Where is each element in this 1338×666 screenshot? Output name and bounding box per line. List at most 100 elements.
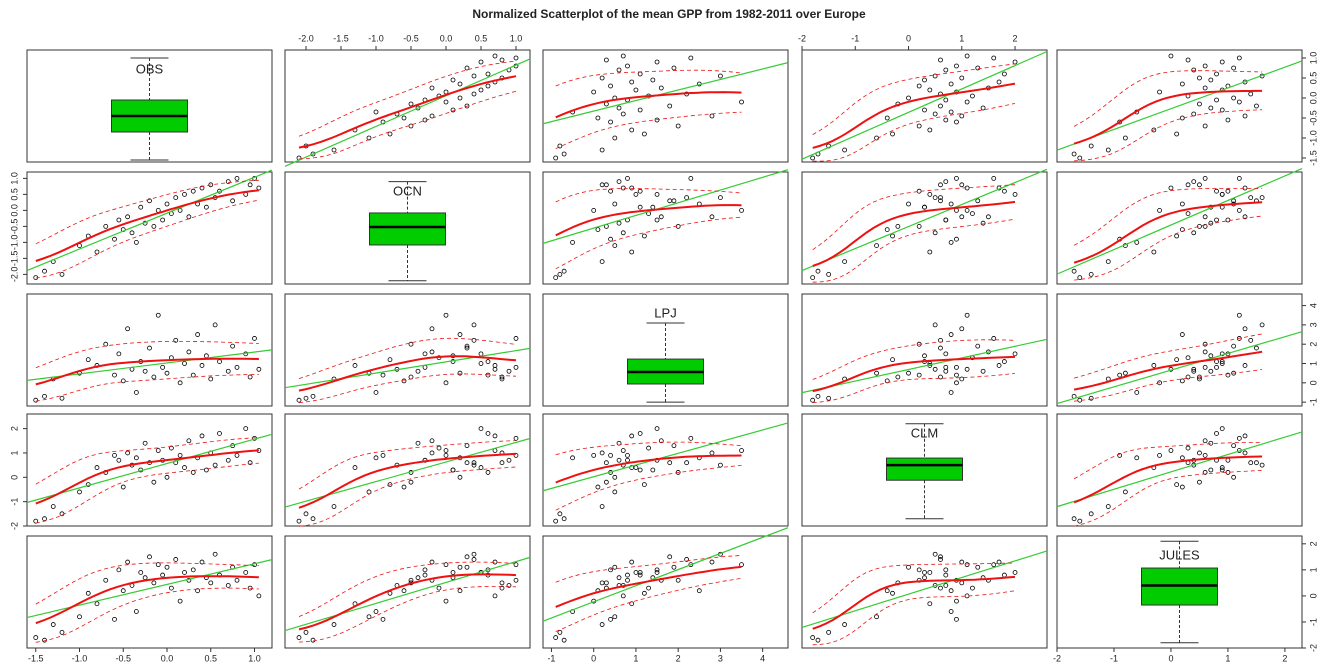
- point: [408, 577, 414, 583]
- smooth-band: [298, 60, 517, 137]
- smooth-band: [1074, 109, 1263, 162]
- smooth-curve: [35, 189, 260, 262]
- point: [884, 588, 890, 594]
- panel-frame: [801, 49, 1048, 163]
- point: [190, 188, 196, 194]
- x-tick-label: -2: [1053, 653, 1061, 663]
- point: [1197, 182, 1202, 188]
- variable-name: OBS: [136, 61, 164, 76]
- smooth-band: [35, 374, 259, 402]
- point: [739, 207, 744, 213]
- point: [916, 83, 922, 89]
- point: [408, 374, 414, 380]
- point: [959, 182, 965, 188]
- point: [608, 452, 613, 458]
- point: [932, 230, 938, 236]
- point: [1012, 570, 1018, 575]
- smooth-band: [555, 216, 742, 270]
- point: [310, 637, 316, 643]
- point: [938, 57, 943, 63]
- point: [94, 465, 100, 470]
- point: [499, 580, 505, 586]
- point: [112, 452, 117, 458]
- smooth-curve: [1073, 350, 1263, 391]
- point: [303, 395, 309, 401]
- point: [1231, 343, 1237, 349]
- point: [310, 393, 316, 399]
- point: [59, 395, 65, 401]
- point: [591, 207, 597, 213]
- point: [182, 465, 187, 470]
- linear-fit: [801, 338, 1048, 394]
- point: [366, 135, 372, 141]
- point: [612, 489, 618, 495]
- point: [1242, 433, 1248, 439]
- point: [296, 518, 302, 524]
- smooth-band: [298, 373, 517, 404]
- point: [485, 372, 491, 378]
- point: [1202, 364, 1208, 370]
- point: [938, 374, 943, 380]
- point: [401, 378, 407, 384]
- point: [1185, 211, 1191, 217]
- point: [1179, 332, 1185, 337]
- point: [927, 87, 933, 93]
- y-tick-label: -1.0: [9, 235, 19, 251]
- point: [654, 426, 660, 432]
- point: [408, 479, 414, 485]
- point: [142, 368, 148, 374]
- points: [810, 53, 1018, 161]
- point: [1191, 67, 1197, 73]
- point: [94, 249, 100, 255]
- point: [1248, 91, 1254, 97]
- linear-fit: [26, 559, 273, 619]
- x-tick-label: 0: [906, 33, 911, 43]
- point: [991, 336, 997, 341]
- point: [59, 271, 65, 277]
- smooth-band: [35, 562, 259, 605]
- point: [561, 516, 567, 522]
- point: [387, 482, 393, 488]
- smooth-band: [298, 440, 517, 490]
- x-tick-label: 1: [959, 33, 964, 43]
- linear-fit: [542, 527, 789, 622]
- point: [429, 85, 435, 91]
- point: [1214, 431, 1219, 436]
- point: [959, 326, 965, 332]
- point: [151, 479, 157, 485]
- point: [177, 598, 183, 604]
- point: [1208, 105, 1214, 111]
- point: [718, 195, 723, 201]
- point: [625, 452, 630, 458]
- point: [1071, 268, 1077, 274]
- point: [1214, 188, 1219, 194]
- linear-fit: [284, 347, 531, 389]
- point: [612, 201, 618, 207]
- smooth-curve: [1073, 455, 1263, 504]
- point: [234, 175, 240, 181]
- smooth-curve: [812, 355, 1016, 393]
- point: [1105, 147, 1111, 153]
- point: [116, 567, 122, 573]
- panel-frame: [1056, 413, 1303, 527]
- point: [499, 585, 505, 591]
- point: [186, 214, 192, 220]
- point: [675, 577, 681, 583]
- panel-frame: [801, 413, 1048, 527]
- point: [1208, 220, 1214, 226]
- point: [387, 357, 393, 363]
- x-tick-label: -2: [798, 33, 806, 43]
- point: [996, 79, 1002, 85]
- point: [948, 609, 954, 614]
- points: [1071, 312, 1265, 403]
- panel-frame: [284, 413, 531, 527]
- x-tick-label: 1: [1225, 653, 1230, 663]
- smooth-band: [1073, 70, 1263, 127]
- point: [980, 368, 986, 374]
- point: [943, 117, 949, 123]
- point: [959, 376, 965, 382]
- point: [612, 135, 618, 141]
- point: [33, 635, 39, 640]
- point: [906, 370, 911, 376]
- point: [954, 175, 959, 181]
